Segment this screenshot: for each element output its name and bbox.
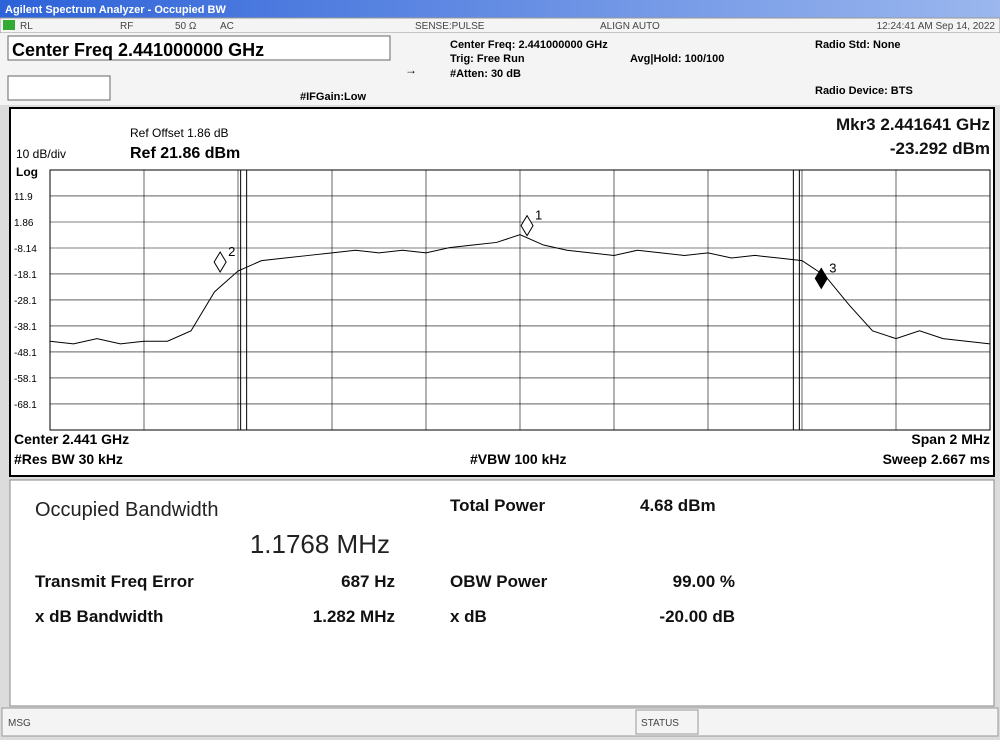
title-bar xyxy=(0,0,1000,18)
status: STATUS xyxy=(641,718,679,729)
marker-label: 2 xyxy=(228,244,235,259)
center-freq: Center Freq 2.441000000 GHz xyxy=(12,40,264,60)
avg-hold: Avg|Hold: 100/100 xyxy=(630,53,724,65)
radio-device: Radio Device: BTS xyxy=(815,85,913,97)
center-freq-box xyxy=(7,35,391,61)
xdb-label: x dB xyxy=(450,607,487,626)
center-freq-info: Center Freq: 2.441000000 GHz xyxy=(450,39,608,51)
obw-power-value: 99.00 % xyxy=(673,572,735,591)
y-tick-label: -18.1 xyxy=(14,270,37,281)
marker-label: 1 xyxy=(535,208,542,223)
marker xyxy=(520,214,534,237)
marker xyxy=(213,251,227,274)
impedance: 50 Ω xyxy=(175,21,197,32)
msg: MSG xyxy=(8,718,31,729)
y-tick-label: -48.1 xyxy=(14,348,37,359)
marker-label: 3 xyxy=(829,260,836,275)
if-gain: #IFGain:Low xyxy=(300,91,366,103)
marker xyxy=(814,267,828,290)
center: Center 2.441 GHz xyxy=(14,431,129,447)
ref-offset: Ref Offset 1.86 dB xyxy=(130,126,229,140)
total-power-label: Total Power xyxy=(450,496,545,515)
status-box xyxy=(635,709,699,735)
status-row xyxy=(0,17,1000,34)
trig: Trig: Free Run xyxy=(450,53,525,65)
obw-value: 1.1768 MHz xyxy=(250,529,390,559)
trace xyxy=(49,234,991,345)
datetime: 12:24:41 AM Sep 14, 2022 xyxy=(877,21,996,32)
vbw: #VBW 100 kHz xyxy=(470,451,566,467)
trig-arrow: → xyxy=(405,63,417,77)
radio-std: Radio Std: None xyxy=(815,39,901,51)
tfe-value: 687 Hz xyxy=(341,572,395,591)
obw-power-label: OBW Power xyxy=(450,572,548,591)
y-tick-label: 11.9 xyxy=(14,192,33,203)
window-title: Agilent Spectrum Analyzer - Occupied BW xyxy=(5,4,226,16)
y-tick-label: 1.86 xyxy=(14,218,34,229)
y-tick-label: -38.1 xyxy=(14,322,37,333)
xdb-bw-label: x dB Bandwidth xyxy=(35,607,163,626)
marker-readout-freq: Mkr3 2.441641 GHz xyxy=(836,115,990,134)
align: ALIGN AUTO xyxy=(600,21,660,32)
xdb-value: -20.00 dB xyxy=(659,607,735,626)
rf: RF xyxy=(120,21,133,32)
entry-box xyxy=(7,75,111,101)
y-tick-label: -68.1 xyxy=(14,400,37,411)
marker-readout-level: -23.292 dBm xyxy=(890,139,990,158)
lxi-logo xyxy=(3,20,15,30)
status-bar xyxy=(1,707,999,737)
log-label: Log xyxy=(16,165,38,179)
sense: SENSE:PULSE xyxy=(415,21,485,32)
ref-level: Ref 21.86 dBm xyxy=(130,145,240,162)
y-tick-label: -58.1 xyxy=(14,374,37,385)
total-power-value: 4.68 dBm xyxy=(640,496,716,515)
scale: 10 dB/div xyxy=(16,147,66,161)
tfe-label: Transmit Freq Error xyxy=(35,572,194,591)
coupling: AC xyxy=(220,21,234,32)
span: Span 2 MHz xyxy=(911,431,990,447)
rl: RL xyxy=(20,21,33,32)
y-tick-label: -8.14 xyxy=(14,244,37,255)
y-tick-label: -28.1 xyxy=(14,296,37,307)
xdb-bw-value: 1.282 MHz xyxy=(313,607,395,626)
sweep: Sweep 2.667 ms xyxy=(883,451,991,467)
atten: #Atten: 30 dB xyxy=(450,68,521,80)
obw-label: Occupied Bandwidth xyxy=(35,499,218,521)
res-bw: #Res BW 30 kHz xyxy=(14,451,123,467)
results-panel xyxy=(9,479,995,707)
